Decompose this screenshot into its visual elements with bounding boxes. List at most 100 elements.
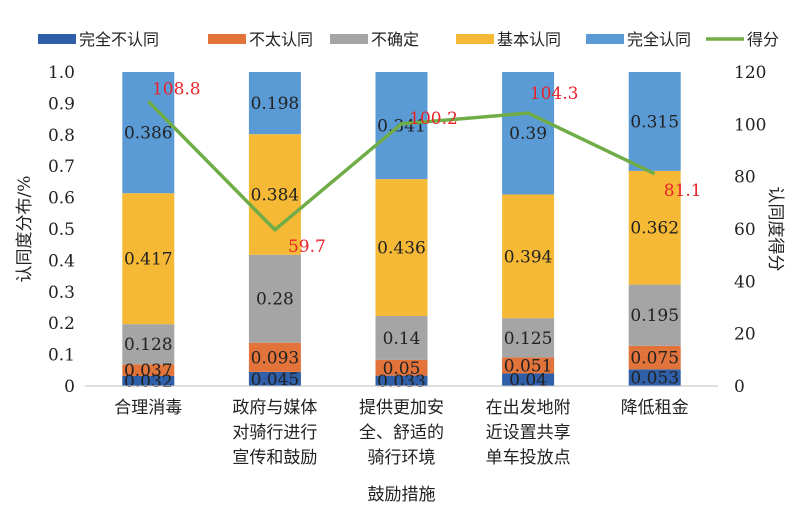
y2-tick-label: 20: [734, 325, 756, 345]
y2-tick-label: 120: [734, 63, 766, 83]
x-tick-label: 对骑行进行: [232, 423, 317, 443]
y2-tick-label: 60: [734, 220, 756, 240]
bar-segment: [122, 375, 175, 386]
x-tick-label: 全、舒适的: [359, 423, 444, 443]
y-tick-label: 0.3: [48, 283, 75, 303]
score-value-label: 81.1: [664, 181, 702, 201]
segment-value-label: 0.315: [630, 112, 679, 132]
legend-item: 完全不认同: [38, 30, 159, 49]
legend: 完全不认同 不太认同 不确定 基本认同 完全认同 得分: [38, 30, 779, 49]
legend-item: 得分: [706, 30, 779, 49]
bar-segment: [122, 324, 175, 365]
segment-value-label: 0.032: [124, 372, 173, 392]
score-line: 108.8 59.7 100.2 104.3 81.1: [147, 79, 702, 257]
bar-segment: [628, 72, 681, 171]
y2-tick-label: 40: [734, 272, 756, 292]
segment-value-label: 0.051: [504, 356, 553, 376]
legend-label: 不太认同: [249, 30, 313, 49]
segment-value-label: 0.045: [251, 370, 300, 390]
legend-swatch: [456, 34, 494, 44]
segment-value-label: 0.053: [630, 369, 679, 389]
segment-value-label: 0.394: [504, 247, 553, 267]
segment-value-label: 0.198: [251, 94, 300, 114]
segment-value-label: 0.28: [256, 290, 294, 310]
segment-value-label: 0.362: [630, 219, 679, 239]
legend-item: 不确定: [330, 30, 419, 49]
x-tick-label: 合理消毒: [114, 398, 182, 418]
score-value-label: 100.2: [409, 109, 458, 129]
x-tick-label: 提供更加安: [359, 398, 444, 418]
legend-swatch: [38, 34, 76, 44]
segment-value-label: 0.093: [251, 348, 300, 368]
segment-value-label: 0.386: [124, 124, 173, 144]
segment-value-label: 0.05: [383, 359, 421, 379]
y-tick-label: 0.4: [48, 251, 75, 271]
y2-tick-label: 100: [734, 115, 766, 135]
segment-value-label: 0.033: [377, 372, 426, 392]
x-tick-label: 宣传和鼓励: [232, 448, 317, 468]
bar-segment: [628, 369, 681, 386]
legend-swatch: [586, 34, 624, 44]
legend-label: 基本认同: [497, 30, 561, 49]
bar-segment: [628, 345, 681, 370]
y2-tick-label: 0: [734, 377, 745, 397]
legend-label: 得分: [747, 30, 779, 49]
y-tick-label: 0: [64, 377, 75, 397]
bar-segment: [628, 284, 681, 346]
x-tick-label: 在出发地附: [486, 398, 571, 418]
segment-value-label: 0.125: [504, 329, 553, 349]
legend-label: 完全认同: [627, 30, 691, 49]
bar-segment: [375, 359, 428, 376]
legend-item: 不太认同: [208, 30, 313, 49]
x-tick-label: 政府与媒体: [232, 398, 317, 418]
y2-tick-label: 80: [734, 168, 756, 188]
legend-swatch: [208, 34, 246, 44]
bar-segment: [248, 342, 301, 372]
x-axis-title: 鼓励措施: [368, 485, 436, 505]
segment-value-label: 0.128: [124, 335, 173, 355]
bar-segment: [122, 72, 175, 194]
bar-segment: [502, 194, 555, 319]
segment-value-label: 0.39: [509, 124, 547, 144]
y-tick-label: 0.9: [48, 94, 75, 114]
score-value-label: 59.7: [288, 237, 326, 257]
x-tick-label: 骑行环境: [368, 448, 436, 468]
axes: 0 0.1 0.2 0.3 0.4 0.5 0.6 0.7 0.8 0.9 1.0 0 20 40 60 80…: [48, 63, 767, 468]
bar-segment: [248, 134, 301, 255]
segment-value-label: 0.436: [377, 239, 426, 259]
bar-segment: [375, 179, 428, 316]
y-tick-label: 0.1: [48, 346, 75, 366]
segment-value-label: 0.417: [124, 250, 173, 270]
x-tick-label: 近设置共享: [486, 423, 571, 443]
x-tick-label: 降低租金: [621, 398, 689, 418]
score-value-label: 108.8: [152, 79, 201, 99]
segment-value-label: 0.075: [630, 349, 679, 369]
y2-axis-title: 认同度得分: [765, 187, 785, 272]
score-value-label: 104.3: [530, 84, 579, 104]
legend-swatch: [330, 34, 368, 44]
y-tick-label: 1.0: [48, 63, 75, 83]
bar-segment: [502, 72, 555, 195]
bar-segment: [248, 254, 301, 343]
y-tick-label: 0.5: [48, 220, 75, 240]
bar-segment: [628, 170, 681, 285]
segment-value-label: 0.037: [124, 361, 173, 381]
legend-item: 基本认同: [456, 30, 561, 49]
y-tick-label: 0.6: [48, 189, 75, 209]
score-series-line: [147, 100, 656, 232]
x-tick-label: 单车投放点: [486, 448, 571, 468]
segment-value-label: 0.14: [383, 329, 421, 349]
bar-segment: [122, 364, 175, 376]
bar-segment: [248, 72, 301, 135]
y-axis-title: 认同度分布/%: [15, 176, 35, 283]
segment-value-label: 0.384: [251, 185, 300, 205]
bar-segment: [375, 375, 428, 386]
bar-segment: [122, 193, 175, 325]
y-tick-label: 0.2: [48, 314, 75, 334]
legend-label: 完全不认同: [79, 30, 159, 49]
y-tick-label: 0.8: [48, 126, 75, 146]
bar-segment: [375, 315, 428, 360]
legend-item: 完全认同: [586, 30, 691, 49]
bar-segment: [502, 373, 555, 386]
